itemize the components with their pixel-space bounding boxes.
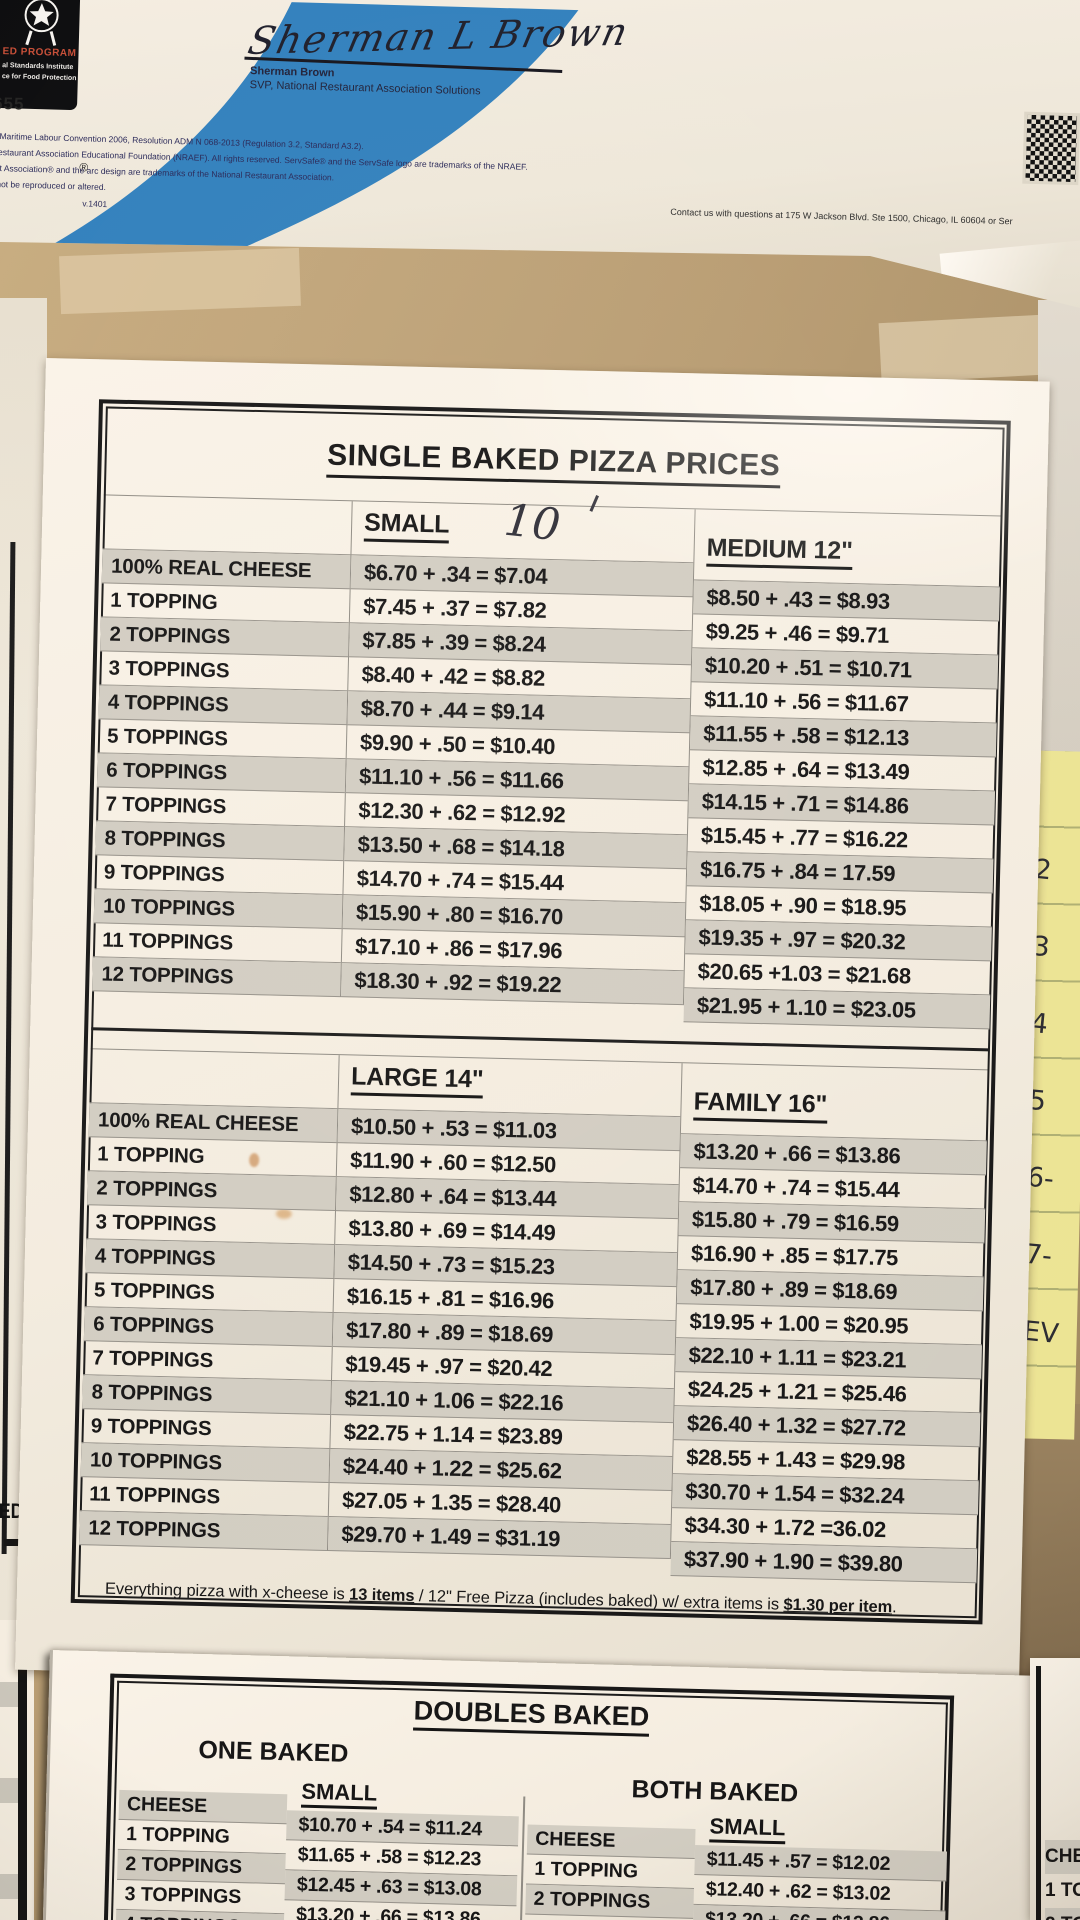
topping-label-cell: 11 TOPPINGS	[79, 1477, 329, 1517]
topping-label-column: 100% REAL CHEESE 1 TOPPING 2 TOPPINGS 3 TOP…	[92, 495, 352, 998]
topping-label-cell: 7 TOPPINGS	[83, 1341, 332, 1381]
tape-mark	[59, 247, 301, 315]
topping-label-cell: 1 TOP	[1045, 1880, 1080, 1901]
topping-label-cell: 7 TOPPINGS	[96, 787, 345, 828]
family-price-column: FAMILY 16" $13.20 + .66 = $13.86 $14.70 +…	[669, 1063, 989, 1584]
column-header-large: LARGE 14"	[338, 1055, 681, 1116]
right-paper-frame-line	[1036, 1666, 1041, 1920]
medium-price-column: MEDIUM 12" $8.50 + .43 = $8.93 $9.25 + .4…	[682, 509, 1002, 1030]
topping-label-cell: 10 TOPPINGS	[80, 1443, 330, 1483]
certificate-version: v.1401	[82, 198, 108, 210]
topping-label-cell: 4 TOPPINGS	[98, 685, 348, 726]
topping-label-cell: 6 TOPPINGS	[83, 1307, 333, 1348]
column-header-family: FAMILY 16"	[681, 1080, 988, 1140]
small-price-column: SMALL 10 $6.70 + .34 = $7.04 $7.45 + .37 …	[340, 495, 695, 1006]
logo-text-line: al Standards Institute	[2, 62, 74, 72]
qr-code	[1022, 111, 1080, 186]
empty-header-cell	[103, 495, 352, 554]
blue-arc-swoosh-graphic	[12, 0, 593, 272]
topping-label-cell: 8 TOPPINGS	[95, 821, 345, 862]
certificate-content: ED PROGRAM al Standards Institute ce for…	[0, 0, 1080, 308]
one-baked-header: ONE BAKED	[198, 1735, 349, 1768]
certificate-number: 655	[0, 93, 25, 114]
menu-border-frame: SINGLE BAKED PIZZA PRICES 100% REAL CHEE…	[70, 399, 1011, 1625]
one-baked-price-column: SMALL $10.70 + .54 = $11.24 $11.65 + .58 …	[283, 1778, 520, 1920]
topping-label-cell: 6 TOPPINGS	[96, 753, 346, 794]
left-bottom-striped-paper	[0, 1620, 34, 1920]
striped-rows-partial	[0, 1682, 18, 1920]
handwritten-note-10: 10	[501, 494, 563, 552]
topping-label-cell: CHEES	[1045, 1840, 1080, 1874]
both-baked-price-column: SMALL $11.45 + .57 = $12.02 $12.40 + .62 …	[692, 1801, 948, 1920]
topping-label-cell: 9 TOPPINGS	[81, 1409, 331, 1449]
doubles-border-frame: DOUBLES BAKED ONE BAKED BOTH BAKED CHEES…	[99, 1673, 955, 1920]
large-price-column: LARGE 14" $10.50 + .53 = $11.03 $11.90 + …	[326, 1055, 682, 1560]
left-bottom-frame-line	[18, 1620, 27, 1920]
topping-label-cell: CHEESE	[526, 1824, 696, 1859]
topping-label-cell: 5 TOPPINGS	[97, 719, 347, 760]
tables-divider-line	[91, 1027, 989, 1052]
topping-label-cell: 12 TOPPINGS	[79, 1511, 328, 1551]
right-neighbor-menu-partial: CHEES 1 TOP 2 TOP	[1030, 1658, 1080, 1920]
topping-label-cell: 3 TOPPINGS	[86, 1205, 335, 1246]
award-star-icon	[24, 0, 59, 46]
topping-label-cell: 100% REAL CHEESE	[88, 1103, 338, 1144]
footnote-emphasis: $1.30 per item	[783, 1595, 893, 1617]
left-paper-frame-line	[1, 541, 16, 1555]
footnote-emphasis: 13 items	[348, 1585, 415, 1606]
topping-label-cell: 2 TOPPINGS	[100, 617, 349, 658]
small-medium-table: 100% REAL CHEESE 1 TOPPING 2 TOPPINGS 3 TOP…	[92, 494, 1002, 1030]
price-cell: $29.70 + 1.49 = $31.19	[327, 1516, 671, 1560]
topping-label-cell: 1 TOPPING	[87, 1137, 337, 1178]
footnote: Everything pizza with x-cheese is 13 ite…	[104, 1579, 897, 1617]
logo-text-red: ED PROGRAM	[2, 46, 77, 60]
price-cell: $37.90 + 1.90 = $39.80	[670, 1542, 978, 1584]
page-title: SINGLE BAKED PIZZA PRICES	[101, 433, 1006, 493]
logo-text-line: ce for Food Protection	[1, 73, 77, 83]
topping-label-cell: 10 TOPPINGS	[93, 889, 343, 930]
contact-line: Contact us with questions at 175 W Jacks…	[670, 206, 1013, 227]
topping-label-column: 100% REAL CHEESE 1 TOPPING 2 TOPPINGS 3 TOP…	[79, 1049, 339, 1551]
topping-label-cell: CHEESE	[118, 1789, 288, 1825]
topping-label-cell: 9 TOPPINGS	[94, 855, 344, 896]
topping-label-cell: 2 TOPPINGS	[117, 1849, 286, 1885]
topping-label-cell: 5 TOPPINGS	[84, 1273, 334, 1314]
single-baked-menu-paper: SINGLE BAKED PIZZA PRICES 100% REAL CHEE…	[15, 358, 1050, 1694]
topping-label-cell: 11 TOPPINGS	[92, 923, 342, 964]
price-cell: $21.95 + 1.10 = $23.05	[683, 988, 991, 1030]
topping-label-cell: 1 TOPPING	[526, 1854, 695, 1889]
topping-label-cell: 2 TOPPINGS	[525, 1884, 694, 1919]
pen-tick-mark	[589, 495, 599, 512]
topping-label-cell: 12 TOPPINGS	[92, 957, 341, 998]
doubles-baked-menu-paper: DOUBLES BAKED ONE BAKED BOTH BAKED CHEES…	[42, 1650, 1055, 1920]
column-header-small: SMALL 10	[351, 495, 694, 562]
column-header-medium: MEDIUM 12"	[694, 526, 1001, 586]
topping-label-cell: 4 TOPPINGS	[85, 1239, 335, 1280]
large-family-table: 100% REAL CHEESE 1 TOPPING 2 TOPPINGS 3 TOP…	[79, 1048, 989, 1584]
signer-name: Sherman Brown	[249, 65, 335, 80]
price-cell: $18.30 + .92 = $19.22	[341, 963, 684, 1006]
empty-header-cell	[89, 1049, 338, 1108]
topping-label-cell: 8 TOPPINGS	[82, 1375, 331, 1415]
topping-label-cell: 1 TOPPING	[117, 1819, 287, 1855]
topping-label-cell: 2 TOP	[1045, 1908, 1080, 1920]
ansi-accreditation-logo: ED PROGRAM al Standards Institute ce for…	[0, 0, 81, 111]
topping-label-cell: 1 TOPPING	[100, 583, 350, 624]
topping-label-cell: 100% REAL CHEESE	[101, 549, 351, 590]
topping-label-cell: 3 TOPPINGS	[116, 1879, 285, 1915]
topping-label-cell: 3 TOPPINGS	[99, 651, 349, 692]
topping-label-cell: 2 TOPPINGS	[87, 1171, 336, 1212]
